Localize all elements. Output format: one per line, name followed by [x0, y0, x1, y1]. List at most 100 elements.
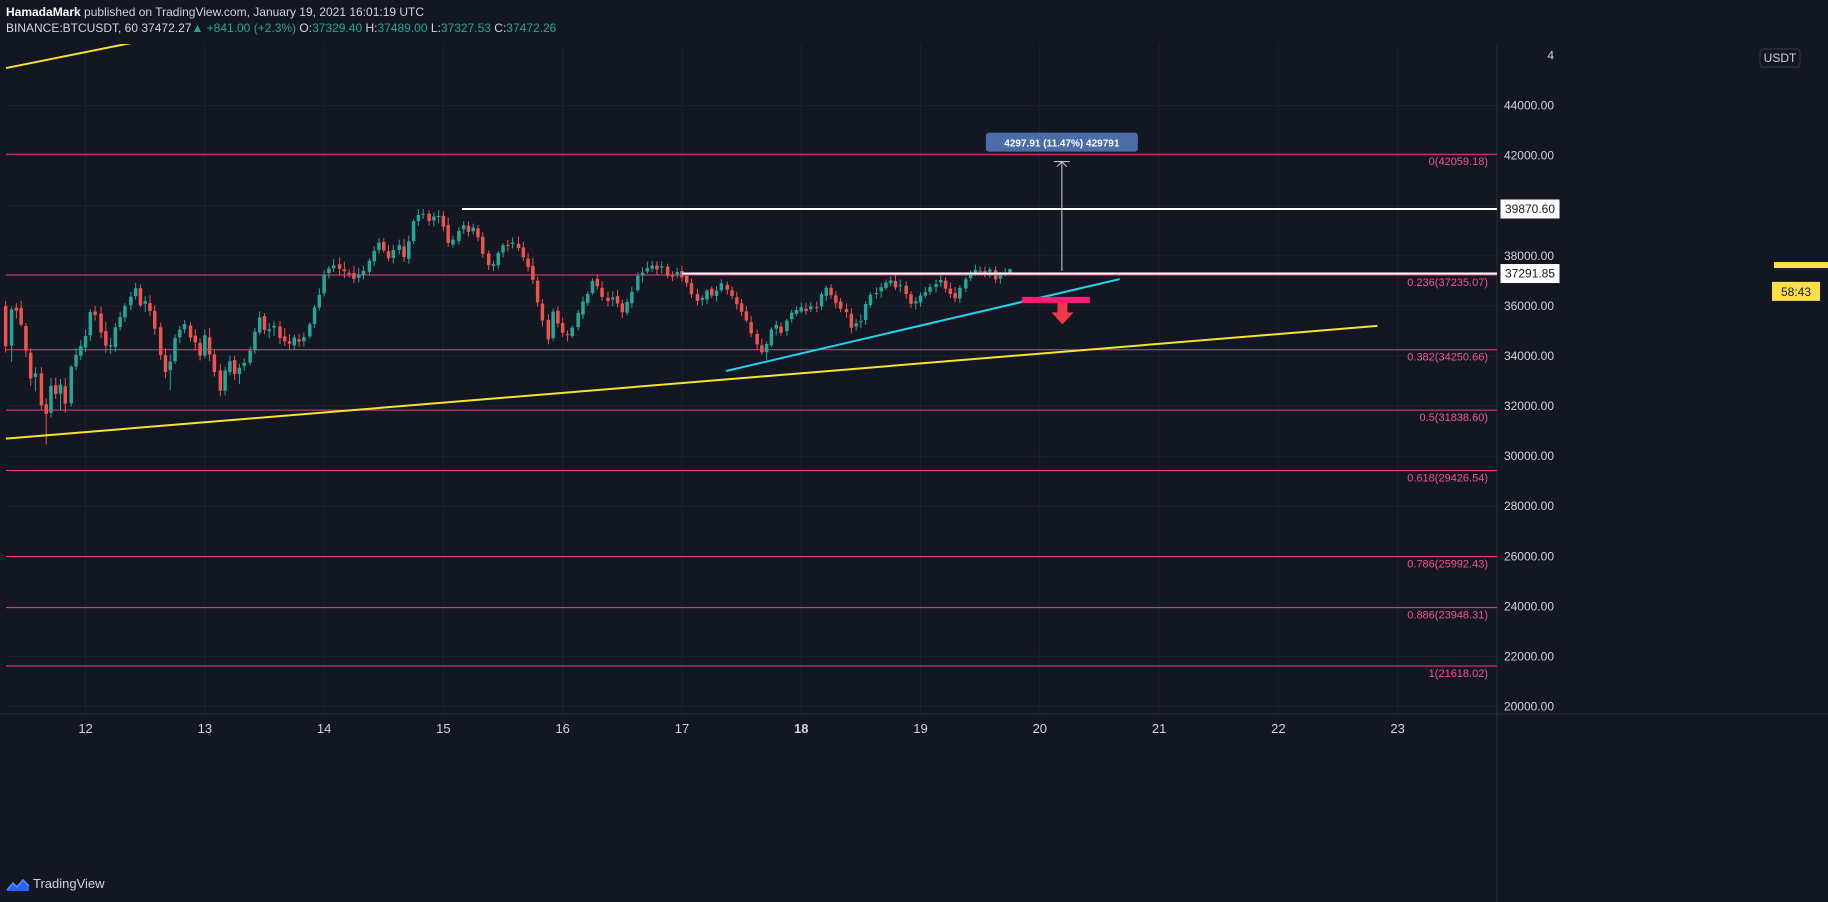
plot-area: [6, 44, 1497, 714]
candle-body: [749, 322, 753, 334]
x-tick-label: 22: [1271, 721, 1285, 736]
candle-body: [973, 270, 978, 274]
candle-body: [934, 284, 938, 288]
candle-body: [655, 265, 659, 270]
candle-body: [943, 280, 948, 289]
candle-body: [918, 295, 923, 303]
candle-body: [705, 290, 709, 300]
candle-body: [874, 292, 879, 294]
candle-body: [863, 304, 868, 320]
candle-body: [262, 316, 267, 331]
fib-level-label: 0.382(34250.66): [1407, 352, 1488, 364]
candle-body: [799, 307, 803, 312]
chart-grid: [0, 44, 1828, 902]
high-value: 37489.00: [377, 21, 428, 35]
price-tag-label: 37291.85: [1505, 267, 1555, 281]
candle-body: [461, 225, 466, 230]
candle-body: [287, 341, 292, 344]
candle-body: [99, 313, 103, 333]
candle-body: [257, 317, 262, 333]
candle-body: [739, 303, 744, 312]
candle-body: [317, 294, 322, 308]
candle-body: [714, 290, 719, 296]
candle-body: [232, 360, 237, 374]
tradingview-brand[interactable]: TradingView: [33, 876, 105, 891]
candle-body: [173, 338, 177, 362]
candle-body: [88, 312, 93, 336]
y-tick-label: 42000.00: [1504, 149, 1554, 163]
candle-body: [163, 355, 168, 373]
author-name[interactable]: HamadaMark: [6, 5, 81, 19]
candle-body: [108, 345, 113, 347]
open-label: O:: [299, 21, 313, 35]
candle-body: [416, 214, 421, 222]
candle-body: [312, 307, 317, 324]
x-tick-label: 20: [1033, 721, 1047, 736]
candle-body: [888, 280, 893, 284]
candle-body: [725, 284, 730, 290]
candle-body: [386, 251, 391, 259]
candle-body: [595, 279, 600, 287]
candle-body: [868, 294, 873, 306]
candle-body: [923, 292, 928, 296]
currency-label: USDT: [1764, 51, 1797, 65]
candle-body: [198, 342, 202, 356]
y-tick-label: 20000.00: [1504, 699, 1554, 713]
x-tick-label: 14: [317, 721, 331, 736]
candle-body: [928, 287, 932, 292]
y-tick-label: 22000.00: [1504, 649, 1554, 663]
symbol-name[interactable]: BINANCE:BTCUSDT, 60: [6, 21, 139, 35]
sell-zone-marker: [1021, 296, 1090, 303]
candlestick-series: [3, 209, 1012, 445]
x-tick-label: 19: [913, 721, 927, 736]
fib-level-label: 0.886(23948.31): [1407, 610, 1488, 622]
time-axis[interactable]: 12 13 14 15 16 17 18 19 20 21 22 23: [78, 721, 1405, 736]
high-label: H:: [365, 21, 378, 35]
fibonacci-levels: 0(42059.18) 0.236(37235.07) 0.382(34250.66…: [6, 153, 1497, 680]
candle-body: [377, 242, 381, 251]
candle-body: [1008, 269, 1012, 273]
x-tick-label: 18: [794, 721, 808, 736]
candle-body: [44, 404, 48, 415]
chart-drawings: 4297.91 (11.47%) 429791: [5, 44, 1497, 440]
candle-body: [531, 265, 535, 280]
price-tag-box: [1499, 263, 1561, 285]
candle-body: [123, 305, 127, 318]
candle-body: [824, 287, 829, 296]
y-tick-label: 28000.00: [1504, 499, 1554, 513]
candle-body: [640, 272, 645, 276]
candle-body: [978, 270, 982, 272]
fib-level-label: 0.618(29426.54): [1407, 472, 1488, 484]
candle-body: [570, 327, 574, 337]
candle-body: [730, 290, 734, 296]
price-chart[interactable]: 0(42059.18) 0.236(37235.07) 0.382(34250.66…: [0, 44, 1828, 902]
candle-body: [769, 329, 774, 346]
y-tick-label: 36000.00: [1504, 299, 1554, 313]
candle-body: [998, 274, 1003, 279]
candle-body: [620, 303, 625, 313]
candle-body: [28, 352, 33, 379]
candle-body: [308, 324, 312, 337]
low-label: L:: [430, 21, 441, 35]
candle-body: [367, 260, 372, 272]
candle-body: [700, 297, 704, 300]
candle-body: [33, 373, 38, 377]
candle-body: [58, 384, 63, 394]
price-axis[interactable]: 20000.00 22000.00 24000.00 26000.00 28000.00…: [1499, 48, 1828, 714]
candle-body: [203, 335, 207, 356]
candle-body: [884, 282, 888, 288]
fib-level-label: 0.236(37235.07): [1407, 277, 1488, 289]
candle-body: [14, 307, 19, 311]
tradingview-logo-icon[interactable]: [6, 877, 30, 893]
candle-body: [342, 269, 347, 272]
candle-body: [789, 312, 794, 320]
candle-body: [168, 361, 172, 371]
low-value: 37327.53: [440, 21, 491, 35]
candle-body: [24, 326, 28, 351]
candle-body: [838, 301, 843, 309]
candle-body: [785, 320, 789, 332]
symbol-info: BINANCE:BTCUSDT, 60 37472.27▲ +841.00 (+…: [6, 21, 556, 35]
candle-body: [79, 346, 83, 356]
candle-body: [372, 250, 376, 262]
x-tick-label: 15: [436, 721, 450, 736]
